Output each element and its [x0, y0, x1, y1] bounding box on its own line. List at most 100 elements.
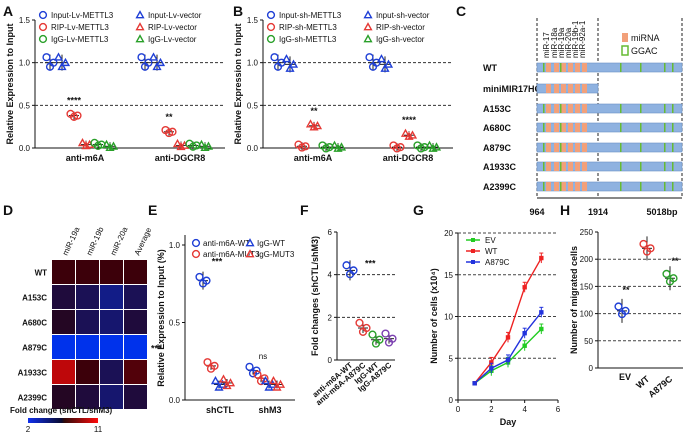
- panelG-y-tick-label: 20: [444, 229, 453, 238]
- panelH-point-point: [646, 244, 655, 253]
- panelG-point: [472, 381, 477, 386]
- panelB-series-5-point: [424, 140, 435, 149]
- panelC-mirna-marker: miR-20a: [564, 27, 573, 58]
- panelE-legend-label: IgG-MUT3: [257, 250, 295, 259]
- panelC-mirna-block: [568, 143, 573, 152]
- panelC-mirna-marker: miR-19a: [557, 27, 566, 58]
- panelH-category-label: A879C: [646, 374, 674, 400]
- panelD-heat-cell: [124, 285, 147, 309]
- panelD-heat-cell: [124, 310, 147, 334]
- panelD-row-label: WT: [35, 269, 48, 278]
- panelB-legend-marker: [266, 34, 276, 44]
- panelD-heat-cell: [100, 385, 123, 409]
- panel-letter-G: G: [413, 202, 424, 218]
- panelC-ggac-site: [672, 104, 674, 113]
- panelA-series-0-point: [144, 58, 153, 67]
- panelC-ggac-site: [640, 104, 642, 113]
- panelG-legend-label: EV: [485, 236, 496, 245]
- panelD-heat-cell: [124, 260, 147, 284]
- panelD-column-label: Average: [133, 226, 154, 257]
- panel-letter-F: F: [300, 202, 309, 218]
- panelB-series-2-point: [396, 143, 405, 152]
- panelD-column-label: miR-19b: [85, 225, 106, 257]
- panelG-legend-marker: [471, 260, 475, 264]
- panelA-series-1-point: [57, 61, 67, 71]
- panelG-point: [522, 285, 527, 290]
- panelA-legend-marker: [38, 34, 48, 44]
- panelG-point: [539, 326, 544, 332]
- panelC-mirna-block: [546, 143, 551, 152]
- panelH-y-tick-label: 50: [584, 337, 593, 346]
- panelE-series-0-point: [252, 366, 261, 375]
- panelA-y-label: Relative Expression to Input: [5, 23, 15, 144]
- panelC-gene-bar: [536, 103, 683, 114]
- panelC-gene-bar: [536, 122, 683, 133]
- panelB-y-label: Relative Expression to Input: [233, 23, 243, 144]
- panelA-significance: **: [165, 112, 173, 122]
- panelE-series-2-point: [260, 375, 271, 385]
- panelA-legend-label: IgG-Lv-METTL3: [51, 35, 109, 44]
- panelD-row-label: A153C: [22, 294, 47, 303]
- panelE-significance: ***: [212, 257, 223, 267]
- panelC-row-label: A2399C: [483, 182, 517, 192]
- panelC-mirna-marker: miR-18a: [550, 27, 559, 58]
- panelA-legend-label: RIP-Lv-vector: [148, 23, 197, 32]
- panelC-ggac-site: [672, 123, 674, 132]
- panelC-ggac-site: [672, 143, 674, 152]
- panelH-point-point: [621, 306, 630, 315]
- panelC-ggac-site: [672, 63, 674, 72]
- panelD-heat-cell: [76, 260, 99, 284]
- panelE-legend-label: anti-m6A-WT: [203, 239, 250, 248]
- panelD-heat-cell: [76, 385, 99, 409]
- panelC-mirna-block: [568, 104, 573, 113]
- panelA-legend-label: Input-Lv-vector: [148, 11, 202, 20]
- panelA-series-5-point: [101, 139, 112, 149]
- panelC-mirna-block: [582, 162, 587, 171]
- panelE-y-tick-label: 1.0: [169, 241, 181, 250]
- panelA-legend-marker: [38, 10, 48, 20]
- panelB-y-tick-label: 0.5: [247, 101, 259, 110]
- panelG-x-tick-label: 0: [456, 405, 461, 414]
- panelE-y-tick-label: 0.5: [169, 319, 181, 328]
- panelB-series-3-point: [305, 119, 316, 128]
- panelC-ggac-site: [640, 182, 642, 191]
- panelB-series-0-point: [365, 53, 374, 62]
- panelD-column-label: miR-20a: [109, 225, 130, 257]
- panelE-significance: ns: [259, 352, 267, 361]
- panelA-series-1-point: [148, 52, 159, 61]
- panelG-legend-marker: [471, 238, 475, 242]
- panelC-mirna-block: [554, 123, 559, 132]
- panelE-series-3-point: [225, 378, 236, 387]
- panelD-heat-cell: [52, 385, 75, 409]
- panelH-category-label: EV: [619, 372, 631, 382]
- panelF-point-point: [342, 261, 351, 270]
- panelC-ggac-site: [543, 63, 545, 72]
- panelA-legend-marker: [38, 22, 48, 32]
- panelC-ggac-site: [560, 162, 562, 171]
- panelC-axis-label: 964: [529, 207, 544, 217]
- panelH-y-label: Number of migrated cells: [569, 246, 579, 354]
- panelC-mirna-block: [568, 84, 573, 93]
- panelB-legend-label: Input-sh-METTL3: [279, 11, 342, 20]
- panelH-point-point: [669, 274, 678, 283]
- panelC-mirna-block: [575, 104, 580, 113]
- panelC-mirna-block: [554, 182, 559, 191]
- panelG-point: [489, 366, 494, 371]
- panelC-ggac-site: [672, 182, 674, 191]
- panelE-series-1-point: [210, 361, 219, 371]
- panelC-mirna-block: [546, 162, 551, 171]
- panelC-mirna-block: [561, 182, 566, 191]
- panelB-y-tick-label: 1.5: [247, 16, 259, 25]
- panelH-point-point: [614, 302, 623, 311]
- panelC-ggac-site: [664, 104, 666, 113]
- panelH-y-tick-label: 200: [580, 255, 594, 264]
- panelC-mirna-block: [546, 63, 551, 72]
- panelB-series-3-point: [407, 130, 418, 139]
- panelC-mirna-block: [561, 123, 566, 132]
- panelC-mirna-block: [582, 63, 587, 72]
- panelC-ggac-site: [664, 143, 666, 152]
- panelB-series-5-point: [336, 142, 347, 151]
- panelC-mirna-marker: miR-92a-1: [578, 20, 587, 58]
- panelD-column-label: miR-19a: [61, 225, 82, 257]
